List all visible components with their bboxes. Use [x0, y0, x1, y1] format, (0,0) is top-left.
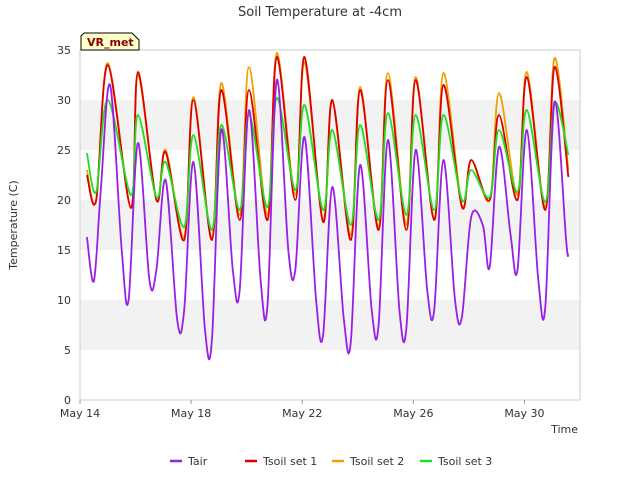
x-tick-label: May 30 [504, 407, 544, 420]
x-axis-label: Time [550, 423, 578, 436]
series-line-tair [86, 79, 570, 361]
y-tick-label: 5 [64, 344, 71, 357]
legend-label-tsoil-set-3: Tsoil set 3 [437, 455, 492, 468]
series-line-tsoil-set-3 [86, 97, 570, 231]
chart-title: Soil Temperature at -4cm [238, 5, 402, 20]
station-badge: VR_met [80, 32, 140, 51]
x-tick-label: May 22 [282, 407, 322, 420]
x-tick-label: May 14 [60, 407, 100, 420]
x-tick-label: May 18 [171, 407, 211, 420]
y-tick-label: 30 [57, 94, 71, 107]
grid-band [80, 300, 580, 350]
station-badge-box [80, 32, 140, 51]
y-axis-ticks: 0 5 10 15 20 25 30 35 [57, 44, 71, 407]
x-tick-label: May 26 [393, 407, 433, 420]
legend-label-tair: Tair [187, 455, 208, 468]
legend: Tair Tsoil set 1 Tsoil set 2 Tsoil set 3 [170, 455, 492, 468]
y-tick-label: 15 [57, 244, 71, 257]
plot-area-border [79, 49, 581, 401]
series-lines [86, 52, 570, 361]
y-tick-label: 10 [57, 294, 71, 307]
x-axis-ticks: May 14 May 18 May 22 May 26 May 30 [60, 400, 545, 420]
y-axis-label: Temperature (C) [7, 180, 20, 270]
legend-label-tsoil-set-2: Tsoil set 2 [349, 455, 404, 468]
y-tick-label: 25 [57, 144, 71, 157]
station-badge-label: VR_met [87, 36, 134, 49]
legend-label-tsoil-set-1: Tsoil set 1 [262, 455, 317, 468]
y-tick-label: 35 [57, 44, 71, 57]
y-tick-label: 0 [64, 394, 71, 407]
y-tick-label: 20 [57, 194, 71, 207]
